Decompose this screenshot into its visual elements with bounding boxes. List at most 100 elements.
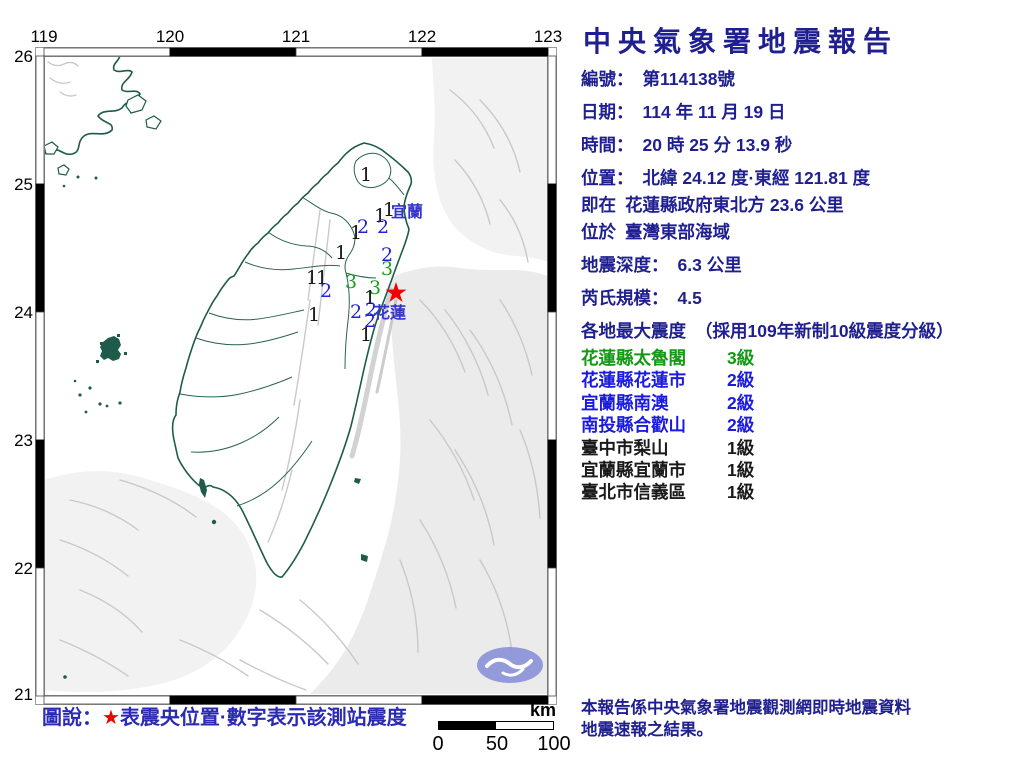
station-intensity-mark: 3 bbox=[381, 258, 393, 280]
liuqiu-island bbox=[211, 519, 217, 525]
lat-tick-label: 26 bbox=[14, 47, 33, 66]
east-coast-slope-shading bbox=[375, 298, 398, 394]
info-label: 即在 bbox=[581, 195, 616, 215]
station-row: 臺北市信義區 1級 bbox=[581, 481, 754, 503]
station-intensity: 2級 bbox=[727, 415, 755, 436]
station-intensity-mark: 2 bbox=[364, 310, 376, 332]
scale-bar bbox=[438, 721, 554, 730]
scale-tick-50: 50 bbox=[485, 733, 509, 755]
scale-unit-label: km bbox=[529, 700, 556, 720]
longitude-labels: 119 120 121 122 123 bbox=[30, 27, 562, 46]
station-row: 花蓮縣花蓮市 2級 bbox=[581, 369, 754, 391]
station-row: 宜蘭縣宜蘭市 1級 bbox=[581, 459, 754, 481]
scale-tick-0: 0 bbox=[432, 733, 444, 755]
station-intensity-marks: 1 1 1 2 2 1 1 2 3 1 1 3 3 2 1 1 2 2 2 1 bbox=[306, 164, 395, 346]
scale-tick-100: 100 bbox=[537, 733, 571, 755]
info-value: 6.3 公里 bbox=[677, 255, 742, 275]
station-name: 南投縣合歡山 bbox=[581, 415, 686, 436]
info-value: 臺灣東部海域 bbox=[625, 222, 730, 242]
station-row: 宜蘭縣南澳 2級 bbox=[581, 392, 754, 414]
info-value: 北緯 24.12 度·東經 121.81 度 bbox=[642, 168, 871, 188]
scale-bar-black-half bbox=[439, 722, 496, 729]
info-line-region: 位於 臺灣東部海域 bbox=[581, 219, 730, 244]
mainland-island bbox=[125, 94, 147, 114]
info-line-number: 編號： 第114138號 bbox=[581, 66, 735, 91]
report-footer: 本報告係中央氣象署地震觀測網即時地震資料 地震速報之結果。 bbox=[581, 697, 911, 741]
max-intensity-station-list: 花蓮縣太魯閣 3級 花蓮縣花蓮市 2級 宜蘭縣南澳 2級 南投縣合歡山 2級 臺中市梨山… bbox=[581, 347, 754, 504]
station-row: 南投縣合歡山 2級 bbox=[581, 414, 754, 436]
station-intensity-mark: 1 bbox=[364, 287, 376, 309]
info-line-depth: 地震深度： 6.3 公里 bbox=[581, 252, 742, 277]
place-label-hualien: 花蓮 bbox=[374, 303, 406, 322]
station-name: 宜蘭縣宜蘭市 bbox=[581, 460, 686, 481]
station-intensity-mark: 2 bbox=[320, 280, 332, 302]
mainland-island bbox=[57, 164, 70, 176]
taiwan-mountain-shading bbox=[267, 209, 331, 543]
small-island bbox=[94, 176, 98, 180]
map-legend: 圖說：★表震央位置·數字表示該測站震度 bbox=[42, 701, 407, 730]
report-panel: 中央氣象署地震報告 編號： 第114138號 日期： 114 年 11 月 19 日… bbox=[576, 0, 1022, 768]
station-intensity-mark: 2 bbox=[381, 244, 393, 266]
station-row: 臺中市梨山 1級 bbox=[581, 437, 754, 459]
station-intensity: 1級 bbox=[727, 460, 755, 481]
info-value: 4.5 bbox=[677, 288, 702, 308]
bathymetry-streaks bbox=[59, 89, 541, 691]
info-label: 日期： bbox=[581, 102, 634, 122]
station-intensity-mark: 1 bbox=[360, 164, 372, 186]
station-intensity-mark: 1 bbox=[316, 267, 328, 289]
relief-streak bbox=[59, 91, 77, 97]
info-value: 第114138號 bbox=[642, 69, 735, 89]
footer-line: 地震速報之結果。 bbox=[581, 721, 713, 739]
info-label: 地震深度： bbox=[581, 255, 669, 275]
station-name: 臺北市信義區 bbox=[581, 482, 686, 503]
relief-streak bbox=[49, 77, 71, 85]
mainland-island bbox=[43, 141, 59, 155]
station-intensity-mark: 2 bbox=[350, 301, 362, 323]
info-value: 114 年 11 月 19 日 bbox=[642, 102, 786, 122]
lat-tick-label: 24 bbox=[14, 303, 33, 322]
info-line-intensity-heading: 各地最大震度 （採用109年新制10級震度分級） bbox=[581, 318, 954, 343]
station-intensity-mark: 1 bbox=[335, 242, 347, 264]
station-row: 花蓮縣太魯閣 3級 bbox=[581, 347, 754, 369]
station-intensity-mark: 1 bbox=[350, 222, 362, 244]
lon-tick-label: 122 bbox=[408, 27, 436, 46]
lon-tick-label: 123 bbox=[534, 27, 562, 46]
lat-tick-label: 22 bbox=[14, 559, 33, 578]
station-intensity-mark: 2 bbox=[365, 299, 377, 321]
lat-tick-label: 21 bbox=[14, 685, 33, 704]
epicenter-star-symbol: ★ bbox=[102, 707, 120, 729]
footer-line: 本報告係中央氣象署地震觀測網即時地震資料 bbox=[581, 699, 911, 717]
station-intensity: 2級 bbox=[727, 370, 755, 391]
info-line-date: 日期： 114 年 11 月 19 日 bbox=[581, 99, 786, 124]
county-boundaries bbox=[179, 152, 405, 507]
info-label: 位於 bbox=[581, 222, 616, 242]
info-label: 位置： bbox=[581, 168, 634, 188]
info-line-location: 位置： 北緯 24.12 度·東經 121.81 度 bbox=[581, 165, 870, 190]
station-intensity-mark: 3 bbox=[369, 277, 381, 299]
station-name: 臺中市梨山 bbox=[581, 437, 669, 458]
station-intensity-mark: 1 bbox=[360, 324, 372, 346]
lat-tick-label: 25 bbox=[14, 175, 33, 194]
small-island bbox=[76, 175, 80, 179]
station-intensity-mark: 2 bbox=[377, 216, 389, 238]
latitude-labels: 26 25 24 23 22 21 bbox=[14, 47, 33, 704]
station-name: 花蓮縣花蓮市 bbox=[581, 370, 686, 391]
taiwan-intensity-map: 119 120 121 122 123 26 25 24 23 22 21 1 … bbox=[14, 27, 562, 705]
lon-tick-label: 121 bbox=[282, 27, 310, 46]
mainland-china-coast bbox=[43, 55, 141, 156]
relief-streak bbox=[47, 61, 79, 67]
station-intensity-mark: 1 bbox=[383, 199, 395, 221]
lagoon-sandbar bbox=[199, 478, 207, 498]
info-label: 編號： bbox=[581, 69, 634, 89]
legend-prefix: 圖說： bbox=[42, 707, 102, 729]
east-coast-slope-shading bbox=[349, 287, 394, 459]
small-island bbox=[62, 184, 66, 188]
station-intensity: 2級 bbox=[727, 392, 755, 413]
map-frame bbox=[35, 47, 557, 705]
info-label: 芮氏規模： bbox=[581, 288, 669, 308]
green-island bbox=[354, 478, 361, 484]
lat-tick-label: 23 bbox=[14, 431, 33, 450]
info-label: 各地最大震度 bbox=[581, 321, 686, 341]
lon-tick-label: 119 bbox=[30, 27, 57, 46]
